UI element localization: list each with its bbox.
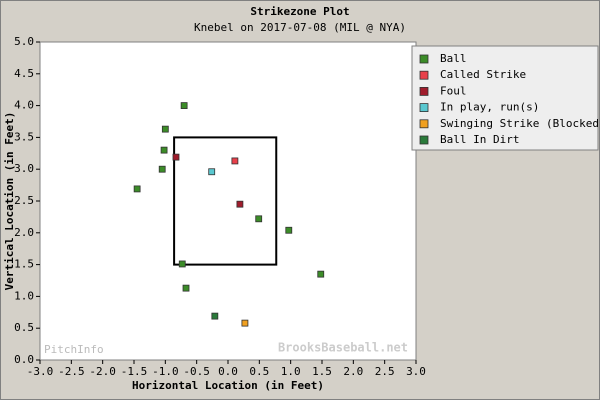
- x-tick-label: 3.0: [406, 365, 426, 378]
- y-tick-label: 3.0: [14, 162, 34, 175]
- strike-zone: [173, 136, 278, 266]
- chart-title: Strikezone Plot: [250, 5, 349, 18]
- point: [178, 260, 186, 268]
- point: [255, 215, 263, 223]
- point: [182, 284, 190, 292]
- x-tick-label: -0.5: [183, 365, 210, 378]
- x-tick-label: 1.5: [312, 365, 332, 378]
- point: [236, 200, 244, 208]
- point: [158, 165, 166, 173]
- y-tick-label: 2.5: [14, 194, 34, 207]
- y-tick-label: 4.0: [14, 99, 34, 112]
- x-tick-label: -1.5: [121, 365, 148, 378]
- point: [133, 185, 141, 193]
- legend-swatch: [419, 119, 429, 129]
- watermark: PitchInfo: [44, 343, 104, 356]
- x-tick-label: -3.0: [27, 365, 54, 378]
- point: [160, 146, 168, 154]
- x-tick-label: 0.5: [249, 365, 269, 378]
- y-tick-label: 0.5: [14, 321, 34, 334]
- x-tick-label: 0.0: [218, 365, 238, 378]
- chart-subtitle: Knebel on 2017-07-08 (MIL @ NYA): [194, 21, 406, 34]
- x-tick-label: 2.0: [343, 365, 363, 378]
- x-tick-label: 1.0: [281, 365, 301, 378]
- x-tick-label: -2.0: [89, 365, 116, 378]
- legend-label: Ball In Dirt: [440, 133, 519, 146]
- y-axis-label: Vertical Location (in Feet): [3, 112, 16, 291]
- point: [317, 270, 325, 278]
- y-tick-label: 5.0: [14, 35, 34, 48]
- y-tick-label: 1.0: [14, 289, 34, 302]
- legend-swatch: [419, 54, 429, 64]
- legend-label: Called Strike: [440, 68, 526, 81]
- x-axis-label: Horizontal Location (in Feet): [132, 379, 324, 392]
- legend-label: Swinging Strike (Blocked): [440, 117, 600, 130]
- legend-swatch: [419, 103, 429, 112]
- y-tick-label: 0.0: [14, 353, 34, 366]
- plot-area: [39, 41, 417, 361]
- legend-label: Foul: [440, 84, 467, 97]
- point: [208, 168, 216, 176]
- legend-swatch: [419, 135, 429, 145]
- x-tick-label: -2.5: [58, 365, 85, 378]
- y-tick-label: 3.5: [14, 130, 34, 143]
- watermark: BrooksBaseball.net: [278, 341, 408, 355]
- point: [211, 312, 219, 320]
- point: [172, 153, 180, 161]
- point: [231, 157, 239, 165]
- legend-swatch: [419, 70, 429, 80]
- legend-swatch: [419, 87, 429, 96]
- x-tick-label: 2.5: [375, 365, 395, 378]
- point: [285, 226, 293, 234]
- y-tick-label: 4.5: [14, 67, 34, 80]
- point: [161, 125, 169, 133]
- point: [241, 319, 249, 327]
- legend: [411, 45, 599, 151]
- y-tick-label: 1.5: [14, 258, 34, 271]
- point: [180, 102, 188, 109]
- y-tick-label: 2.0: [14, 226, 34, 239]
- legend-label: Ball: [440, 52, 467, 65]
- x-tick-label: -1.0: [152, 365, 179, 378]
- legend-label: In play, run(s): [440, 101, 539, 114]
